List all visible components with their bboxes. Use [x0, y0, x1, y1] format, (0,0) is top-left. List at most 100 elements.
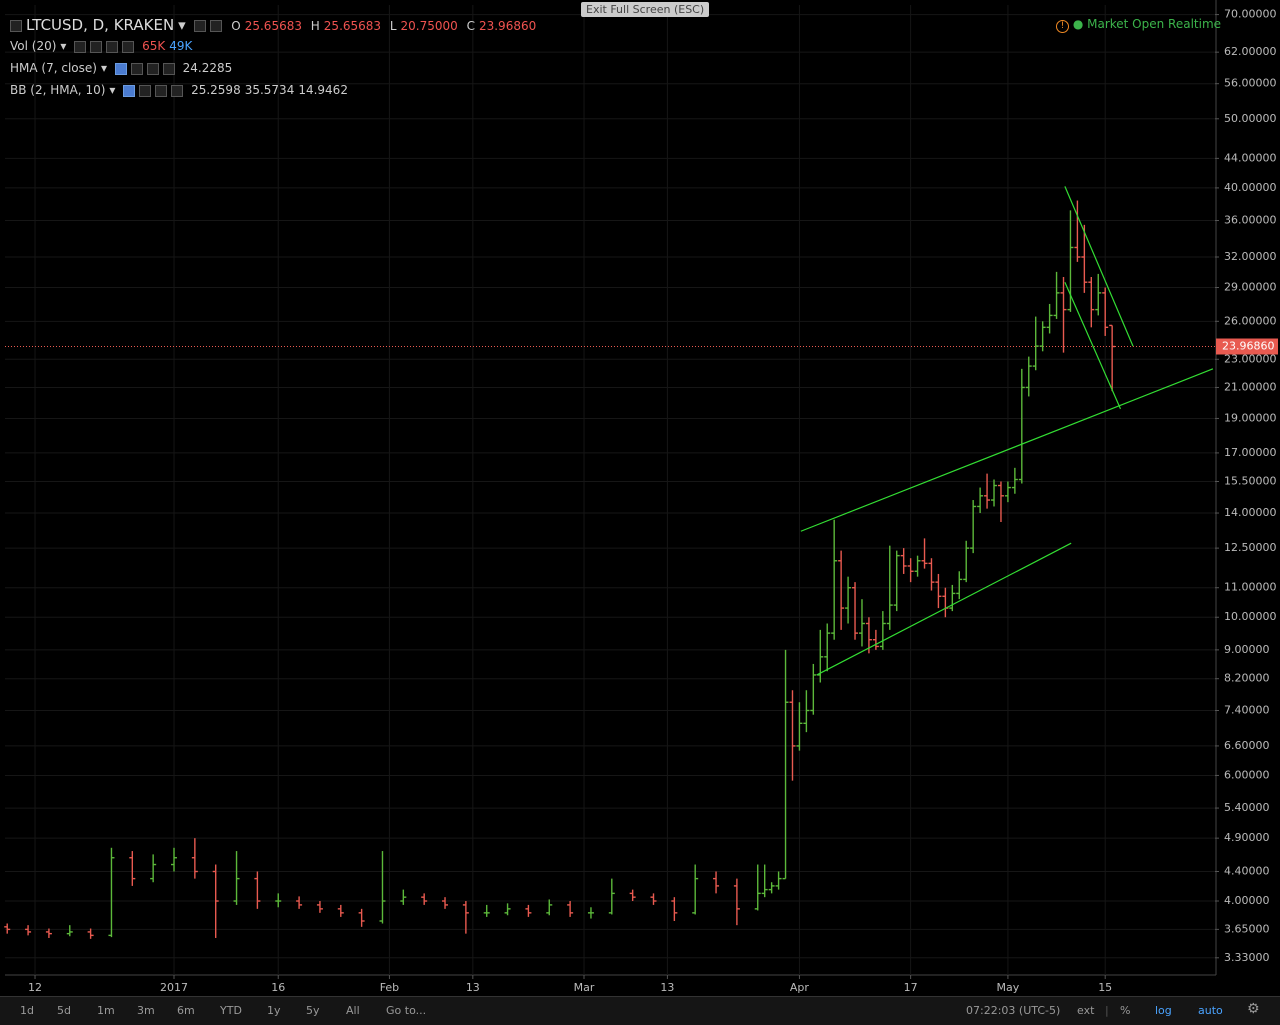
icon[interactable] [171, 84, 184, 97]
percent-button[interactable]: % [1120, 1004, 1131, 1017]
vol-legend: Vol (20) ▾ 65K 49K [10, 39, 196, 53]
hma-name[interactable]: HMA (7, close) [10, 61, 97, 75]
icon[interactable] [90, 40, 103, 53]
bb-value: 25.2598 [191, 83, 241, 97]
main-legend: LTCUSD, D, KRAKEN ▾ O 25.65683 H 25.65683 L… [10, 16, 540, 34]
y-tick-label: 4.90000 [1224, 831, 1270, 844]
icon[interactable] [74, 40, 87, 53]
y-tick-label: 3.65000 [1224, 922, 1270, 935]
clock: 07:22:03 (UTC-5) [966, 1004, 1061, 1017]
x-tick-label: 13 [466, 981, 480, 994]
y-tick-label: 4.40000 [1224, 864, 1270, 877]
o-label: O [231, 19, 241, 33]
dropdown[interactable]: ▾ [109, 83, 116, 97]
y-tick-label: 36.00000 [1224, 214, 1277, 227]
fullscreen-button[interactable]: Exit Full Screen (ESC) [581, 2, 710, 17]
x-tick-label: May [997, 981, 1020, 994]
y-tick-label: 32.00000 [1224, 250, 1277, 263]
icon[interactable] [130, 62, 143, 75]
l-label: L [389, 19, 397, 33]
bb-name[interactable]: BB (2, HMA, 10) [10, 83, 106, 97]
y-tick-label: 40.00000 [1224, 181, 1277, 194]
trendline [800, 368, 1214, 532]
last-price-label: 23.96860 [1222, 340, 1275, 353]
x-tick-label: 15 [1098, 981, 1112, 994]
chart: 70.00000 62.00000 56.00000 50.00000 44.00000… [0, 0, 1280, 996]
x-tick-label: Feb [380, 981, 399, 994]
range-button[interactable]: 5d [57, 1004, 71, 1017]
y-tick-label: 26.00000 [1224, 314, 1277, 327]
h-value: 25.65683 [323, 19, 382, 33]
x-tick-label: 2017 [160, 981, 188, 994]
status-text: Market Open Realtime [1087, 17, 1222, 31]
y-tick-label: 6.60000 [1224, 739, 1270, 752]
y-tick-label: 12.50000 [1224, 541, 1277, 554]
y-tick-label: 19.00000 [1224, 411, 1277, 424]
icon[interactable] [155, 84, 168, 97]
vol-value: 65K [142, 39, 166, 53]
y-tick-label: 6.00000 [1224, 768, 1270, 781]
range-button[interactable]: 1d [20, 1004, 34, 1017]
background [0, 0, 1280, 996]
range-button[interactable]: 5y [306, 1004, 320, 1017]
y-tick-label: 44.00000 [1224, 151, 1277, 164]
icon[interactable] [194, 19, 207, 32]
range-button[interactable]: All [346, 1004, 360, 1017]
x-tick-label: 17 [904, 981, 918, 994]
trendline [1064, 186, 1134, 347]
symbol[interactable]: LTCUSD, D, KRAKEN [26, 16, 175, 34]
dropdown[interactable]: ▾ [178, 16, 186, 34]
vol-ma-value: 49K [169, 39, 193, 53]
icon[interactable] [210, 19, 223, 32]
icon[interactable] [139, 84, 152, 97]
alert-icon[interactable]: ! [1056, 20, 1069, 33]
range-button[interactable]: 6m [177, 1004, 195, 1017]
x-tick-label: 13 [660, 981, 674, 994]
dropdown[interactable]: ▾ [100, 61, 107, 75]
y-tick-label: 14.00000 [1224, 506, 1277, 519]
y-tick-label: 50.00000 [1224, 112, 1277, 125]
y-tick-label: 10.00000 [1224, 610, 1277, 623]
ext-button[interactable]: ext [1077, 1004, 1095, 1017]
x-tick-label: 12 [28, 981, 42, 994]
hma-value: 24.2285 [182, 61, 233, 75]
range-button[interactable]: 1m [97, 1004, 115, 1017]
y-tick-label: 56.00000 [1224, 77, 1277, 90]
range-button[interactable]: 1y [267, 1004, 281, 1017]
icon[interactable] [114, 62, 127, 75]
vol-name[interactable]: Vol (20) [10, 39, 57, 53]
dropdown[interactable]: ▾ [60, 39, 67, 53]
y-tick-label: 4.00000 [1224, 894, 1270, 907]
bb-value: 35.5734 [244, 83, 295, 97]
icon[interactable] [162, 62, 175, 75]
bb-value: 14.9462 [298, 83, 348, 97]
y-tick-label: 17.00000 [1224, 446, 1277, 459]
range-button[interactable]: YTD [220, 1004, 242, 1017]
icon[interactable] [122, 40, 135, 53]
y-tick-label: 70.00000 [1224, 8, 1277, 21]
y-tick-label: 21.00000 [1224, 380, 1277, 393]
y-tick-label: 15.50000 [1224, 475, 1277, 488]
grid [5, 5, 1215, 975]
bb-legend: BB (2, HMA, 10) ▾ 25.2598 35.5734 14.9462 [10, 83, 352, 97]
y-tick-label: 11.00000 [1224, 581, 1277, 594]
icon[interactable] [146, 62, 159, 75]
last-price-box [1216, 338, 1278, 355]
range-button[interactable]: 3m [137, 1004, 155, 1017]
goto-button[interactable]: Go to... [386, 1004, 427, 1017]
bottom-toolbar: | 07:22:03 (UTC-5) ext % log auto ⚙ 1d 5d… [0, 996, 1280, 1025]
icon[interactable] [123, 84, 136, 97]
collapse-icon[interactable] [10, 19, 22, 32]
y-tick-label: 9.00000 [1224, 643, 1270, 656]
market-status: ! ● Market Open Realtime [1056, 17, 1221, 33]
x-tick-label: Mar [574, 981, 595, 994]
trendline [816, 542, 1072, 676]
y-tick-label: 5.40000 [1224, 801, 1270, 814]
auto-button[interactable]: auto [1198, 1004, 1223, 1017]
settings-icon[interactable]: ⚙ [1247, 1001, 1260, 1017]
log-button[interactable]: log [1155, 1004, 1172, 1017]
icon[interactable] [106, 40, 119, 53]
o-value: 25.65683 [244, 19, 302, 33]
x-tick-label: Apr [790, 981, 810, 994]
